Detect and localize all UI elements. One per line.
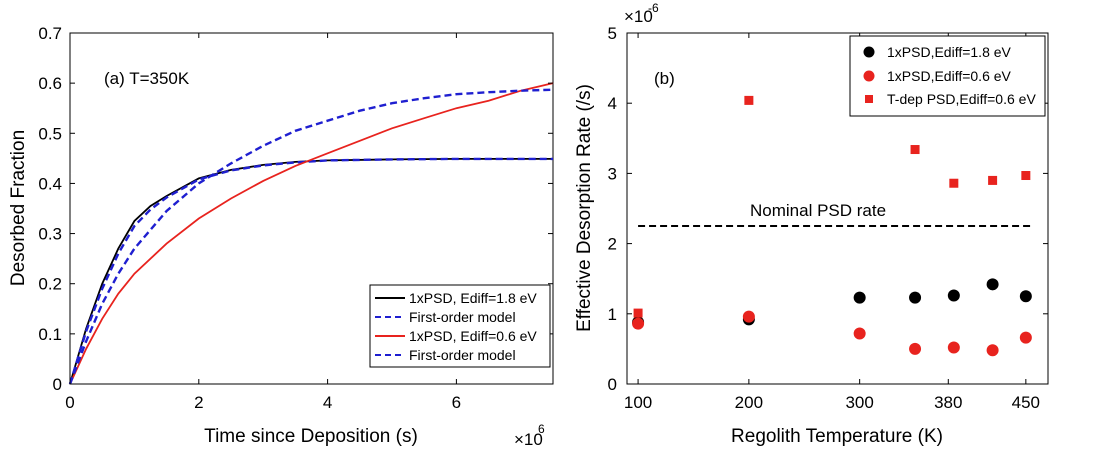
y-tick-label-a-0: 0 bbox=[53, 375, 62, 394]
series-line-a-1 bbox=[68, 157, 553, 385]
y-tick-label-a-2: 0.2 bbox=[38, 275, 62, 294]
scatter-point-b-2-5 bbox=[988, 175, 998, 185]
legend-a-label-3: First-order model bbox=[409, 347, 516, 363]
scatter-point-b-1-0 bbox=[632, 317, 645, 330]
x-tick-label-b-4: 450 bbox=[1012, 393, 1040, 412]
scatter-point-b-2-4 bbox=[949, 178, 959, 188]
x-tick-label-b-0: 100 bbox=[624, 393, 652, 412]
legend-a-label-0: 1xPSD, Ediff=1.8 eV bbox=[409, 290, 537, 306]
y-tick-label-b-1: 1 bbox=[608, 305, 617, 324]
panel-b-frame bbox=[626, 32, 1049, 385]
y-tick-label-b-0: 0 bbox=[608, 375, 617, 394]
series-line-a-2 bbox=[69, 82, 554, 385]
scatter-point-b-2-1 bbox=[744, 95, 754, 105]
panel-b-y-exponent: -6 bbox=[648, 1, 659, 15]
legend-b-marker-0 bbox=[863, 46, 875, 58]
scatter-point-b-0-4 bbox=[947, 289, 960, 302]
scatter-point-b-0-3 bbox=[909, 291, 922, 304]
scatter-point-b-0-6 bbox=[1019, 290, 1032, 303]
panel-b: 100 200 300 380 450 0 1 2 3 4 5 (b) Nominal PSD r… bbox=[574, 1, 1049, 447]
scatter-point-b-0-5 bbox=[986, 278, 999, 291]
legend-b-label-2: T-dep PSD,Ediff=0.6 eV bbox=[887, 91, 1036, 107]
panel-a-frame bbox=[69, 32, 554, 385]
x-tick-label-b-1: 200 bbox=[735, 393, 763, 412]
panel-b-x-axis-label: Regolith Temperature (K) bbox=[731, 426, 943, 447]
panel-a-y-ticks: 0 0.1 0.2 0.3 0.4 0.5 0.6 0.7 bbox=[38, 24, 553, 394]
panel-a: 0 2 4 6 0 0.1 0.2 0.3 0.4 0.5 0.6 0.7 (a) T=350K T… bbox=[8, 24, 554, 449]
panel-b-y-ticks: 0 1 2 3 4 5 bbox=[608, 24, 1048, 394]
panel-a-legend: 1xPSD, Ediff=1.8 eV First-order model 1x… bbox=[369, 284, 551, 368]
legend-b-marker-1 bbox=[863, 70, 875, 82]
panel-b-x-ticks: 100 200 300 380 450 bbox=[624, 33, 1040, 412]
legend-b-label-1: 1xPSD,Ediff=0.6 eV bbox=[887, 68, 1012, 84]
y-tick-label-a-1: 0.1 bbox=[38, 325, 62, 344]
scatter-point-b-1-1 bbox=[742, 310, 755, 323]
y-tick-label-a-5: 0.5 bbox=[38, 124, 62, 143]
y-tick-label-a-6: 0.6 bbox=[38, 74, 62, 93]
legend-a-label-2: 1xPSD, Ediff=0.6 eV bbox=[409, 328, 537, 344]
scatter-point-b-1-6 bbox=[1019, 331, 1032, 344]
x-tick-label-a-2: 4 bbox=[323, 393, 332, 412]
panel-a-series-group bbox=[68, 82, 554, 385]
y-tick-label-b-3: 3 bbox=[608, 164, 617, 183]
x-tick-label-a-3: 6 bbox=[452, 393, 461, 412]
legend-b-label-0: 1xPSD,Ediff=1.8 eV bbox=[887, 44, 1012, 60]
panel-a-x-exponent: 6 bbox=[538, 422, 545, 436]
series-line-a-3 bbox=[68, 88, 554, 385]
panel-a-x-exponent-base: ×10 bbox=[514, 430, 543, 447]
y-tick-label-b-2: 2 bbox=[608, 235, 617, 254]
panel-a-x-ticks: 0 2 4 6 bbox=[65, 33, 461, 412]
x-tick-label-b-3: 380 bbox=[934, 393, 962, 412]
panel-a-x-axis-label: Time since Deposition (s) bbox=[204, 426, 418, 447]
x-tick-label-a-1: 2 bbox=[194, 393, 203, 412]
panel-b-y-exponent-base: ×10 bbox=[624, 7, 653, 26]
scatter-point-b-2-6 bbox=[1021, 171, 1031, 181]
panel-a-label: (a) T=350K bbox=[104, 69, 190, 88]
y-tick-label-a-3: 0.3 bbox=[38, 225, 62, 244]
panel-b-legend: 1xPSD,Ediff=1.8 eV 1xPSD,Ediff=0.6 eV T-… bbox=[849, 35, 1046, 117]
scatter-point-b-1-4 bbox=[947, 341, 960, 354]
scatter-point-b-1-2 bbox=[853, 327, 866, 340]
panel-b-legend-box bbox=[849, 35, 1046, 117]
scatter-point-b-1-3 bbox=[909, 342, 922, 355]
scatter-point-b-0-2 bbox=[853, 291, 866, 304]
x-tick-label-b-2: 300 bbox=[845, 393, 873, 412]
y-tick-label-b-4: 4 bbox=[608, 94, 617, 113]
x-tick-label-a-0: 0 bbox=[65, 393, 74, 412]
legend-a-label-1: First-order model bbox=[409, 309, 516, 325]
y-tick-label-a-4: 0.4 bbox=[38, 174, 62, 193]
y-tick-label-b-5: 5 bbox=[608, 24, 617, 43]
scatter-point-b-2-0 bbox=[633, 308, 643, 318]
scatter-point-b-2-3 bbox=[910, 145, 920, 155]
reference-line-label: Nominal PSD rate bbox=[750, 201, 886, 220]
y-tick-label-a-7: 0.7 bbox=[38, 24, 62, 43]
legend-b-marker-2 bbox=[865, 95, 873, 103]
panel-b-y-axis-label: Effective Desorption Rate (/s) bbox=[574, 84, 595, 332]
scatter-point-b-1-5 bbox=[986, 344, 999, 357]
panel-a-y-axis-label: Desorbed Fraction bbox=[8, 130, 29, 286]
panel-b-label: (b) bbox=[654, 69, 675, 88]
